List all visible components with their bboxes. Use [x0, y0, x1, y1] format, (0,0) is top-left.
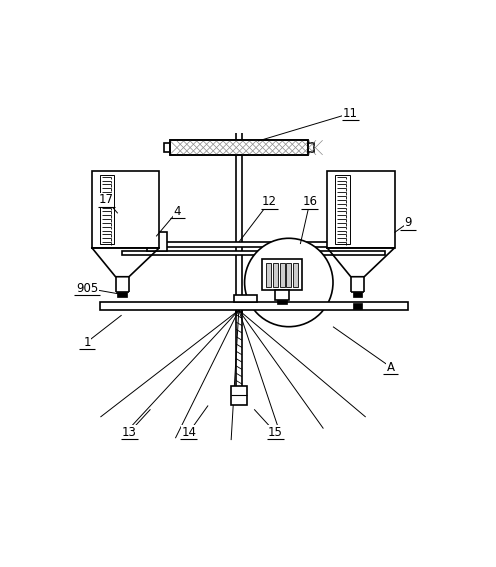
Bar — [118, 292, 127, 298]
Bar — [266, 263, 271, 287]
Text: 15: 15 — [268, 426, 283, 439]
Text: 4: 4 — [174, 205, 181, 218]
Bar — [262, 260, 302, 290]
Bar — [277, 300, 287, 304]
Polygon shape — [92, 248, 159, 277]
Bar — [234, 295, 257, 302]
Bar — [353, 303, 362, 309]
Bar — [353, 292, 362, 298]
Bar — [294, 263, 299, 287]
Text: 9: 9 — [404, 217, 412, 230]
Text: A: A — [387, 361, 395, 374]
Bar — [164, 143, 170, 152]
Bar — [92, 171, 159, 248]
Text: 11: 11 — [343, 107, 358, 120]
Bar — [147, 232, 167, 251]
Text: 16: 16 — [303, 195, 317, 208]
Bar — [335, 175, 350, 244]
Text: 1: 1 — [83, 336, 91, 349]
Bar — [308, 143, 314, 152]
Bar — [287, 263, 292, 287]
Bar — [100, 302, 408, 310]
Bar — [122, 242, 385, 247]
Polygon shape — [327, 248, 394, 277]
Bar — [170, 140, 308, 155]
Bar — [280, 263, 285, 287]
Bar — [231, 386, 247, 405]
Text: 13: 13 — [122, 426, 137, 439]
Text: 905: 905 — [76, 282, 98, 295]
Bar — [273, 263, 278, 287]
Text: 12: 12 — [262, 195, 277, 208]
Text: 17: 17 — [99, 193, 114, 206]
Bar — [170, 140, 308, 155]
Bar — [327, 171, 394, 248]
Bar — [122, 251, 385, 255]
Bar — [100, 175, 114, 244]
Circle shape — [245, 238, 333, 327]
Text: 14: 14 — [182, 426, 196, 439]
Bar — [275, 290, 289, 300]
